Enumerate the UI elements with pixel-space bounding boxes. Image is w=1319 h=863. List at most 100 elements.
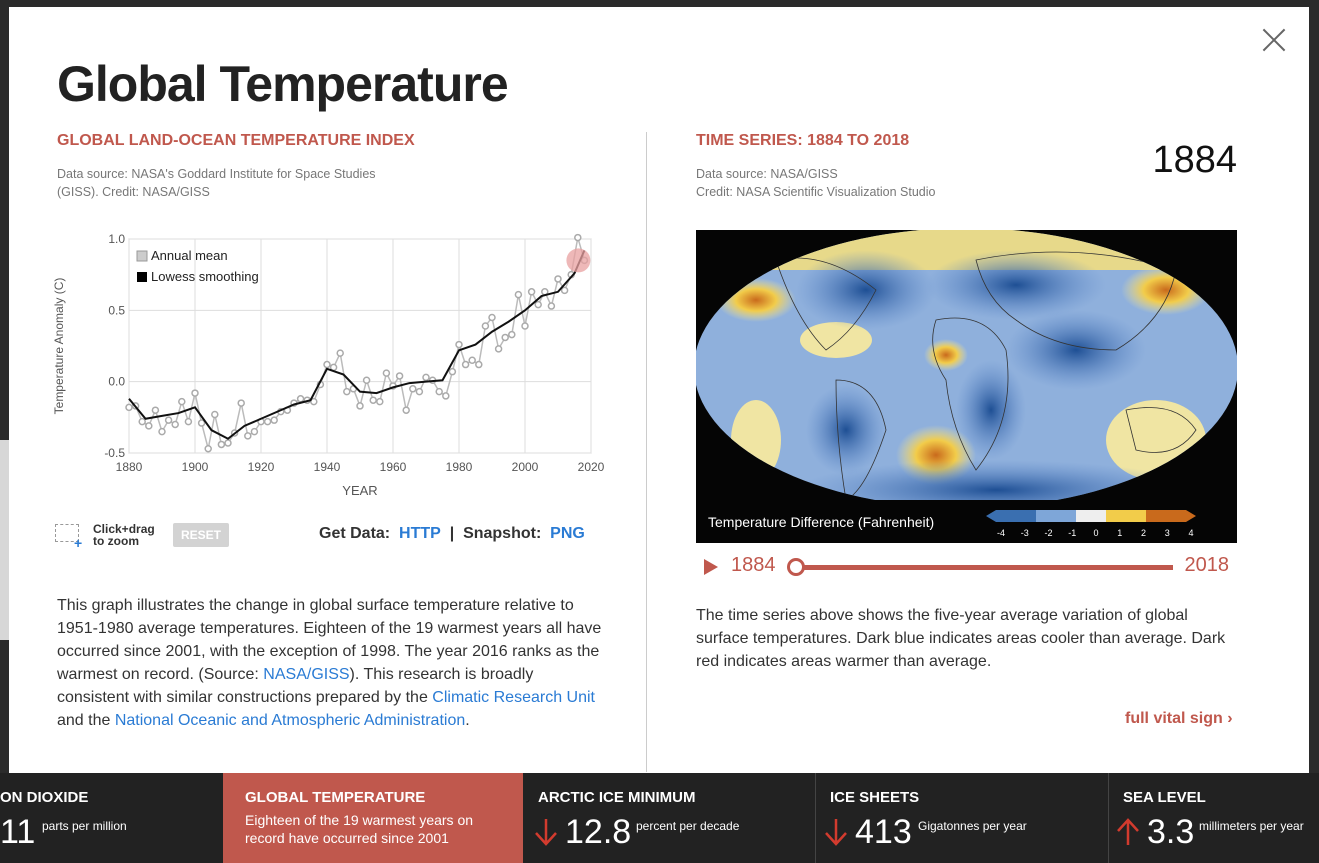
legend-tick-label: 1 bbox=[1117, 528, 1122, 538]
reset-button[interactable]: RESET bbox=[173, 523, 229, 547]
left-source-line-1: Data source: NASA's Goddard Institute fo… bbox=[57, 167, 376, 181]
http-link[interactable]: HTTP bbox=[399, 525, 441, 542]
data-point-annual-mean bbox=[461, 360, 470, 369]
desc-text-3: and the bbox=[57, 712, 115, 729]
zoom-instructions: Click+drag to zoom bbox=[93, 523, 155, 547]
png-link[interactable]: PNG bbox=[550, 525, 585, 542]
full-vital-sign-link[interactable]: full vital sign › bbox=[1125, 710, 1233, 727]
x-tick-label: 2000 bbox=[512, 460, 539, 474]
data-point-annual-mean bbox=[310, 397, 318, 406]
data-point-annual-mean bbox=[151, 406, 160, 414]
data-point-annual-mean bbox=[343, 387, 351, 396]
x-tick-label: 1940 bbox=[314, 460, 341, 474]
tile-arctic-ice-minimum[interactable]: ARCTIC ICE MINIMUM 12.8 percent per deca… bbox=[523, 773, 815, 863]
data-point-annual-mean bbox=[224, 439, 232, 447]
hover-highlight bbox=[566, 248, 591, 273]
close-icon[interactable] bbox=[1257, 23, 1291, 57]
tile-title: GLOBAL TEMPERATURE bbox=[245, 789, 426, 806]
data-point-annual-mean bbox=[138, 417, 146, 426]
down-arrow-icon bbox=[535, 819, 557, 846]
data-point-annual-mean bbox=[415, 387, 424, 396]
x-tick-label: 1960 bbox=[380, 460, 407, 474]
tile-separator bbox=[1108, 773, 1109, 863]
data-point-annual-mean bbox=[211, 410, 219, 419]
slider-track[interactable] bbox=[795, 565, 1173, 570]
data-point-annual-mean bbox=[488, 313, 496, 322]
data-point-annual-mean bbox=[323, 360, 331, 369]
x-tick-label: 1880 bbox=[116, 460, 143, 474]
desc-text-4: . bbox=[465, 712, 470, 729]
data-point-annual-mean bbox=[362, 376, 371, 384]
data-point-annual-mean bbox=[521, 322, 529, 330]
y-tick-label: 0.0 bbox=[108, 375, 125, 389]
data-point-annual-mean bbox=[547, 302, 556, 310]
tile-title: ICE SHEETS bbox=[830, 789, 920, 806]
left-description: This graph illustrates the change in glo… bbox=[57, 594, 607, 732]
data-point-annual-mean bbox=[171, 420, 179, 429]
left-source-line-2: (GISS). Credit: NASA/GISS bbox=[57, 185, 210, 199]
tile-value: 12.8 bbox=[565, 813, 632, 851]
tile-unit: percent per decade bbox=[636, 819, 740, 833]
current-year: 1884 bbox=[1152, 139, 1237, 181]
data-point-annual-mean bbox=[402, 406, 410, 414]
tile-title: ARCTIC ICE MINIMUM bbox=[538, 789, 696, 806]
legend-tick-label: -3 bbox=[1021, 528, 1029, 538]
data-point-annual-mean bbox=[554, 275, 562, 283]
legend-tick-label: 0 bbox=[1093, 528, 1098, 538]
data-point-annual-mean bbox=[178, 397, 186, 406]
data-point-annual-mean bbox=[217, 440, 226, 449]
temperature-chart-svg[interactable]: 1880 1900 1920 1940 1960 1980 2000 2020 1.0 0.5 0.… bbox=[39, 227, 609, 517]
vital-sign-modal: Global Temperature GLOBAL LAND-OCEAN TEM… bbox=[9, 7, 1309, 773]
pipe-separator: | bbox=[449, 525, 455, 542]
zoom-icon[interactable] bbox=[55, 524, 79, 542]
tile-value: 413 bbox=[855, 813, 912, 851]
legend-tick-label: 3 bbox=[1165, 528, 1170, 538]
legend-tick-label: 4 bbox=[1188, 528, 1193, 538]
data-point-annual-mean bbox=[508, 330, 516, 339]
map-legend-label: Temperature Difference (Fahrenheit) bbox=[708, 514, 935, 530]
tile-ice-sheets[interactable]: ICE SHEETS 413 Gigatonnes per year bbox=[816, 773, 1108, 863]
data-point-annual-mean bbox=[395, 372, 404, 380]
zoom-label-line-1: Click+drag bbox=[93, 522, 155, 536]
legend-label-annual-mean: Annual mean bbox=[151, 248, 228, 263]
legend-tick-label: -1 bbox=[1068, 528, 1076, 538]
data-point-annual-mean bbox=[197, 419, 206, 427]
data-point-annual-mean bbox=[527, 288, 536, 296]
page-title: Global Temperature bbox=[57, 56, 509, 112]
nasa-giss-link[interactable]: NASA/GISS bbox=[263, 666, 350, 683]
time-series-player: 1884 2018 bbox=[699, 552, 1239, 582]
data-point-annual-mean bbox=[184, 417, 193, 426]
temperature-chart[interactable]: 1880 1900 1920 1940 1960 1980 2000 2020 1.0 0.5 0.… bbox=[39, 227, 609, 517]
snapshot-label: Snapshot: bbox=[463, 525, 542, 542]
x-tick-label: 1900 bbox=[182, 460, 209, 474]
y-axis-label: Temperature Anomaly (C) bbox=[52, 278, 66, 415]
data-point-annual-mean bbox=[356, 402, 364, 410]
data-point-annual-mean bbox=[191, 389, 199, 397]
tile-value: 3.3 bbox=[1147, 813, 1195, 851]
data-point-annual-mean bbox=[468, 356, 476, 365]
legend-swatch-lowess bbox=[137, 272, 147, 282]
play-icon[interactable] bbox=[704, 559, 718, 575]
data-point-annual-mean bbox=[501, 333, 509, 342]
plus-icon: + bbox=[74, 535, 83, 551]
tile-sea-level[interactable]: SEA LEVEL 3.3 millimeters per year bbox=[1109, 773, 1319, 863]
data-point-annual-mean bbox=[448, 367, 457, 376]
tile-title: SEA LEVEL bbox=[1123, 789, 1206, 806]
data-point-annual-mean bbox=[442, 392, 450, 400]
slider-handle[interactable] bbox=[787, 558, 805, 576]
right-source-line-1: Data source: NASA/GISS bbox=[696, 167, 838, 181]
left-section-title: GLOBAL LAND-OCEAN TEMPERATURE INDEX bbox=[57, 132, 415, 149]
tile-global-temperature[interactable]: GLOBAL TEMPERATURE Eighteen of the 19 wa… bbox=[223, 773, 523, 863]
zoom-label-line-2: to zoom bbox=[93, 534, 139, 548]
data-point-annual-mean bbox=[250, 427, 259, 436]
cru-link[interactable]: Climatic Research Unit bbox=[432, 689, 595, 706]
data-point-annual-mean bbox=[270, 416, 278, 424]
data-point-annual-mean bbox=[534, 300, 542, 309]
series-line-lowess-smoothing bbox=[128, 250, 586, 440]
data-point-annual-mean bbox=[145, 422, 153, 430]
data-point-annual-mean bbox=[560, 286, 569, 295]
noaa-link[interactable]: National Oceanic and Atmospheric Adminis… bbox=[114, 712, 466, 729]
desc-text-1: This graph illustrates the change in glo… bbox=[57, 597, 602, 683]
tile-subtitle: Eighteen of the 19 warmest years on reco… bbox=[245, 812, 474, 846]
tile-carbon-dioxide[interactable]: ON DIOXIDE 11 parts per million bbox=[0, 773, 222, 863]
